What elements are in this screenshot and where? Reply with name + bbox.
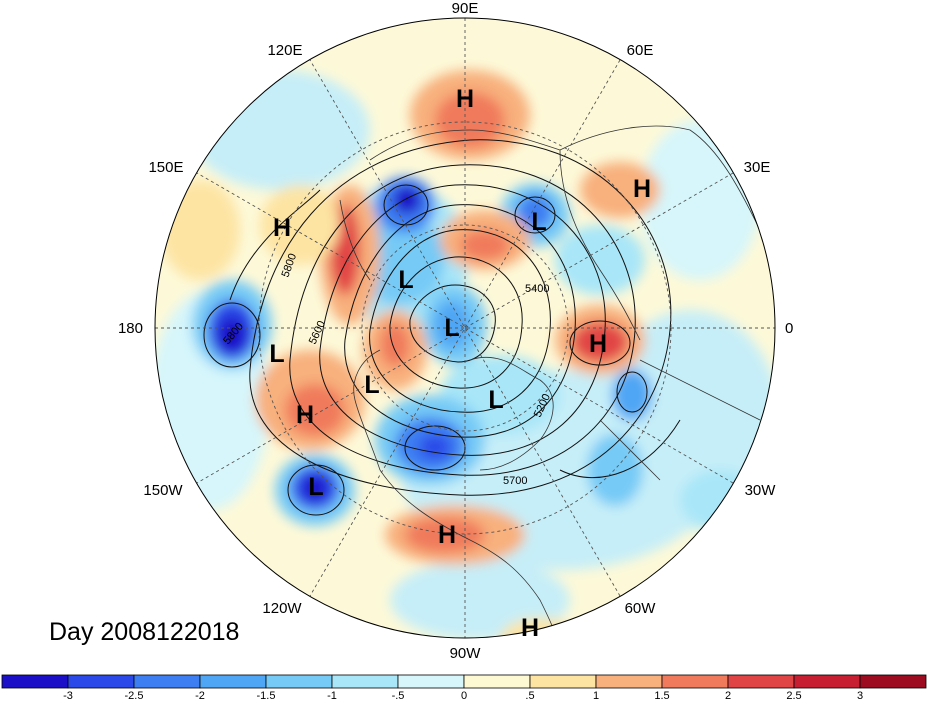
lon-label-120e: 120E [267, 42, 302, 59]
lon-label-150w: 150W [143, 482, 183, 499]
high-pressure-label: H [633, 175, 651, 203]
contour-label: 5700 [503, 475, 527, 487]
anomaly-field [155, 18, 775, 638]
colorbar-swatch [331, 674, 399, 689]
colorbar-tick-label: 0 [461, 690, 467, 702]
contour-label: 5400 [525, 283, 549, 295]
low-pressure-label: L [398, 266, 413, 294]
colorbar-tick-label: -3 [63, 690, 73, 702]
colorbar-swatch [199, 674, 267, 689]
low-pressure-label: L [488, 386, 503, 414]
high-pressure-label: H [438, 521, 456, 549]
graticule [155, 18, 775, 638]
colorbar-tick-label: 2.5 [786, 690, 801, 702]
colorbar-swatch [529, 674, 597, 689]
low-pressure-label: L [531, 208, 546, 236]
colorbar-swatch [595, 674, 663, 689]
lon-label-60w: 60W [625, 600, 657, 617]
lon-label-90w: 90W [450, 645, 482, 662]
colorbar-swatch [727, 674, 795, 689]
colorbar-tick-label: 1 [593, 690, 599, 702]
high-pressure-label: H [521, 614, 539, 642]
geopotential-contours [203, 139, 681, 516]
low-pressure-label: L [269, 340, 284, 368]
colorbar-tick-label: 3 [857, 690, 863, 702]
lon-label-180: 180 [118, 320, 143, 337]
low-pressure-label: L [364, 371, 379, 399]
lon-label-60e: 60E [627, 42, 654, 59]
coastlines [339, 125, 761, 638]
colorbar-swatch [859, 674, 927, 689]
low-pressure-label: L [444, 314, 459, 342]
colorbar-swatch [793, 674, 861, 689]
colorbar-swatch [133, 674, 201, 689]
lon-label-90e: 90E [452, 0, 479, 17]
colorbar-swatch [265, 674, 333, 689]
colorbar-tick-label: -1 [327, 690, 337, 702]
longitude-labels: 90E 60E 30E 0 30W 60W 90W 120W 150W 180 … [118, 0, 793, 662]
colorbar-swatch [67, 674, 135, 689]
colorbar-tick-label: 2 [725, 690, 731, 702]
lon-label-150e: 150E [148, 159, 183, 176]
high-pressure-label: H [589, 330, 607, 358]
colorbar-tick-label: .5 [525, 690, 534, 702]
colorbar: -3 -2.5 -2 -1.5 -1 -.5 0 .5 1 1.5 2 2.5 3 [1, 674, 927, 702]
colorbar-tick-label: 1.5 [654, 690, 669, 702]
map-title: Day 2008122018 [49, 618, 240, 646]
colorbar-swatch [463, 674, 531, 689]
colorbar-tick-label: -2.5 [125, 690, 144, 702]
lon-label-30e: 30E [744, 159, 771, 176]
colorbar-tick-label: -1.5 [257, 690, 276, 702]
lon-label-30w: 30W [745, 482, 777, 499]
high-pressure-label: H [296, 401, 314, 429]
colorbar-swatch [1, 674, 69, 689]
map-boundary [154, 17, 776, 639]
lon-label-120w: 120W [262, 600, 302, 617]
low-pressure-label: L [308, 473, 323, 501]
high-pressure-label: H [456, 85, 474, 113]
colorbar-tick-label: -2 [195, 690, 205, 702]
lon-label-0: 0 [785, 320, 793, 337]
colorbar-tick-label: -.5 [392, 690, 405, 702]
colorbar-swatch [661, 674, 729, 689]
pressure-system-labels: H H L H L L L L H L H L H H [269, 85, 651, 642]
colorbar-swatch [397, 674, 465, 689]
high-pressure-label: H [273, 214, 291, 242]
